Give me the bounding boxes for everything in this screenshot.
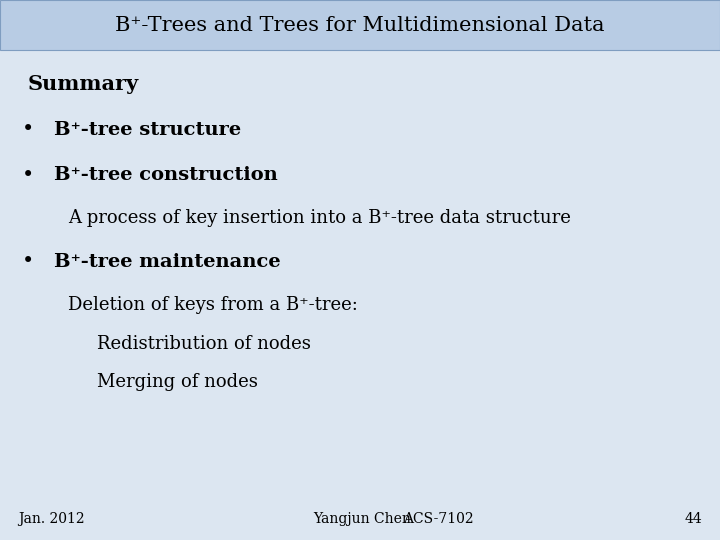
Text: •: • xyxy=(22,252,34,272)
Text: Jan. 2012: Jan. 2012 xyxy=(18,512,85,526)
Text: B⁺-tree maintenance: B⁺-tree maintenance xyxy=(54,253,281,271)
Text: •: • xyxy=(22,166,34,185)
Text: 44: 44 xyxy=(684,512,702,526)
Text: ACS-7102: ACS-7102 xyxy=(403,512,474,526)
Text: B⁺-Trees and Trees for Multidimensional Data: B⁺-Trees and Trees for Multidimensional … xyxy=(115,16,605,35)
Text: Deletion of keys from a B⁺-tree:: Deletion of keys from a B⁺-tree: xyxy=(68,296,359,314)
Text: A process of key insertion into a B⁺-tree data structure: A process of key insertion into a B⁺-tre… xyxy=(68,208,571,227)
Text: Merging of nodes: Merging of nodes xyxy=(97,373,258,391)
Text: B⁺-tree structure: B⁺-tree structure xyxy=(54,120,241,139)
Text: B⁺-tree construction: B⁺-tree construction xyxy=(54,166,278,185)
Text: Yangjun Chen: Yangjun Chen xyxy=(313,512,411,526)
Text: Summary: Summary xyxy=(27,73,138,94)
Bar xyxy=(0,0,720,50)
Text: •: • xyxy=(22,120,34,139)
Text: Redistribution of nodes: Redistribution of nodes xyxy=(97,335,311,353)
